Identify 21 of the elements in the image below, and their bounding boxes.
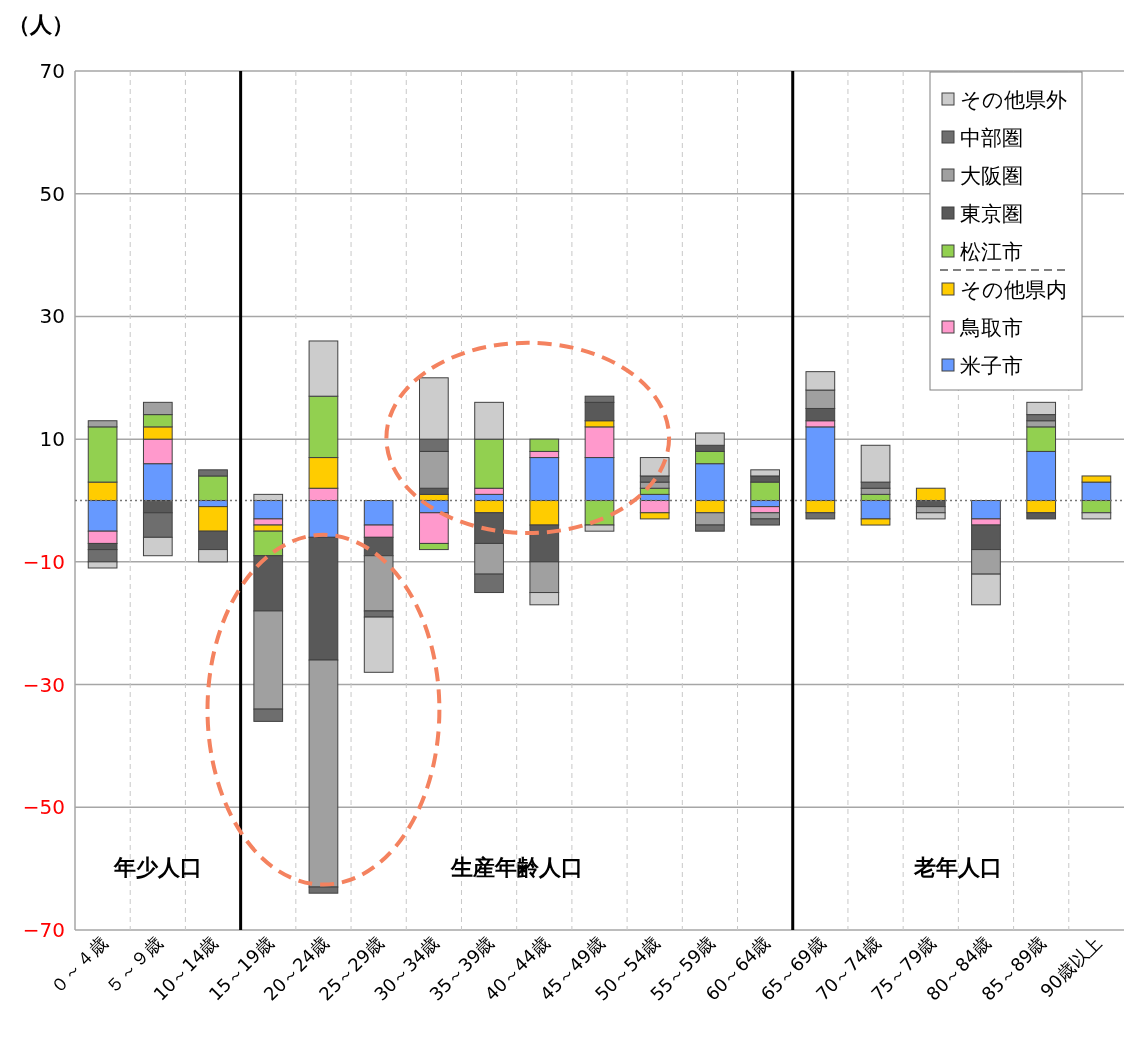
y-tick-label: 10: [39, 427, 65, 452]
y-tick-label: −70: [22, 918, 65, 942]
legend-label: 大阪圏: [960, 164, 1023, 188]
y-tick-label: 70: [39, 59, 65, 83]
legend-label: その他県外: [960, 88, 1067, 112]
y-axis-title: （人）: [8, 12, 74, 37]
legend-label: 米子市: [960, 354, 1023, 378]
annotation: 生産年齢人口: [449, 854, 583, 880]
legend-label: 松江市: [960, 240, 1023, 264]
annotation: 老年人口: [913, 854, 1003, 880]
y-tick-label: −30: [22, 672, 65, 697]
annotation: 年少人口: [112, 854, 202, 880]
bar: [971, 500, 1001, 520]
legend-label: 東京圏: [960, 202, 1023, 226]
y-tick-label: −50: [22, 795, 65, 820]
legend-label: その他県内: [960, 278, 1067, 302]
y-tick-label: 30: [39, 304, 65, 329]
legend-label: 鳥取市: [959, 316, 1023, 340]
y-tick-label: 50: [39, 181, 65, 206]
legend-label: 中部圏: [960, 126, 1023, 150]
y-tick-label: −10: [22, 549, 65, 574]
